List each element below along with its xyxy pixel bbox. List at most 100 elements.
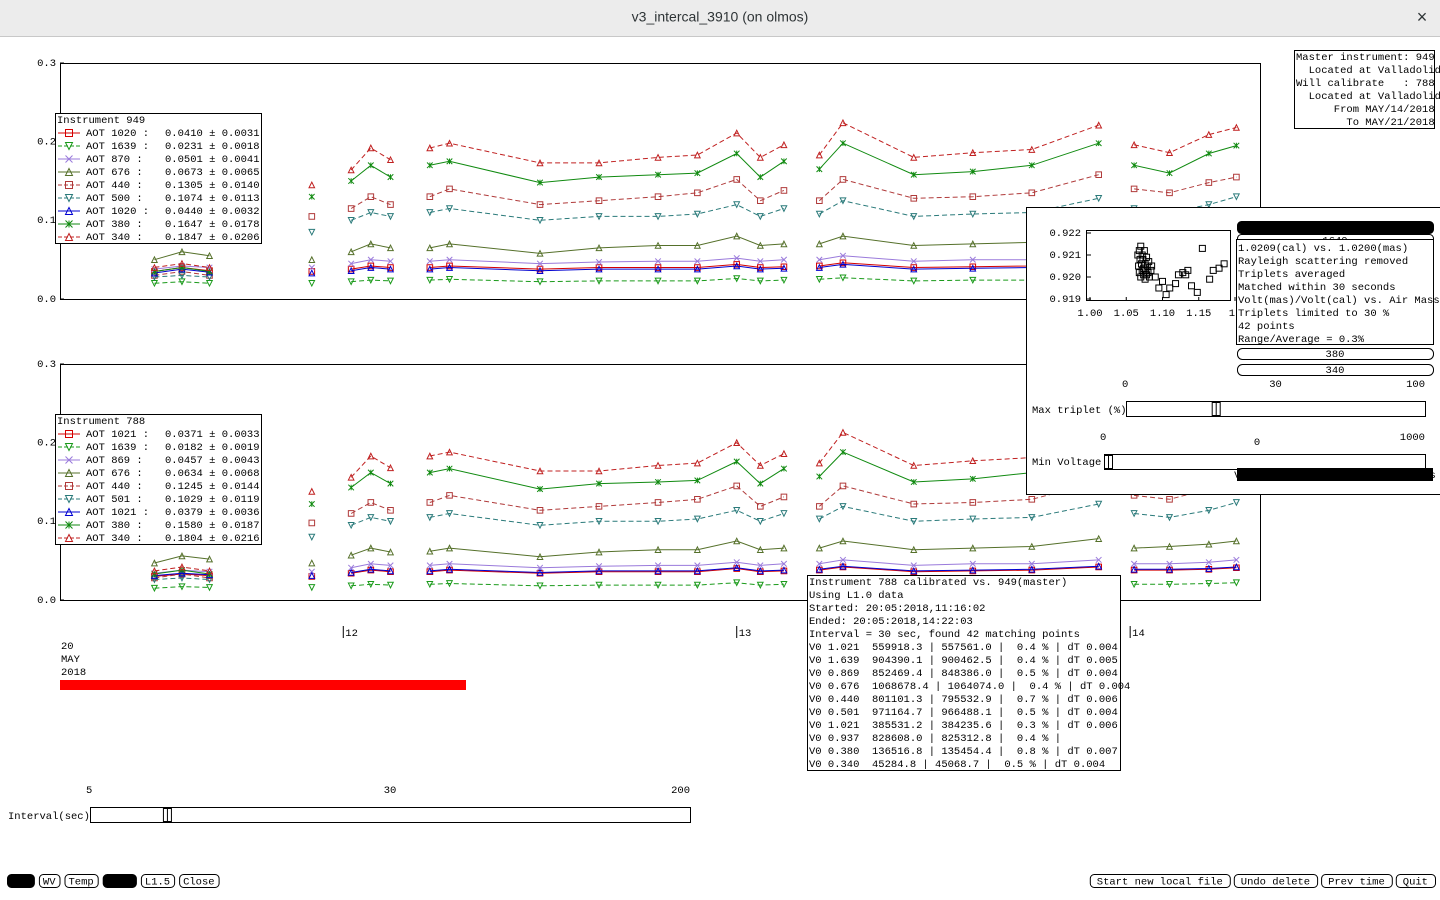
legend-marker — [65, 521, 73, 529]
data-point — [969, 148, 977, 156]
data-point — [178, 569, 186, 577]
button[interactable] — [1089, 874, 1231, 888]
legend-stat: 0.0501 ± 0.0041 — [165, 154, 260, 166]
inset-point — [1174, 271, 1182, 279]
note-line: Rayleigh scattering removed — [1238, 256, 1408, 268]
close-window[interactable]: × — [1417, 7, 1428, 27]
data-point — [1205, 559, 1213, 566]
button[interactable] — [7, 874, 35, 888]
data-point — [308, 559, 316, 567]
slider-label: Max triplet (%) — [1032, 405, 1127, 417]
data-point — [757, 197, 764, 204]
data-point — [347, 510, 355, 517]
slider-trough[interactable] — [1126, 401, 1426, 417]
slider-trough[interactable] — [90, 807, 691, 823]
data-point — [347, 205, 355, 212]
button-label[interactable]: Quit — [1403, 876, 1428, 888]
data-point — [387, 507, 394, 514]
data-point — [445, 276, 454, 284]
button[interactable] — [1321, 874, 1393, 888]
button[interactable] — [179, 874, 220, 888]
series-line — [154, 431, 1237, 572]
data-point — [446, 560, 453, 567]
data-point — [536, 564, 544, 571]
data-point — [733, 438, 741, 446]
legend-name: AOT 1021 : — [86, 507, 149, 519]
data-point — [815, 151, 823, 159]
wavelength-button-label[interactable]: 380 — [1326, 349, 1345, 361]
wavelength-button[interactable] — [1237, 348, 1434, 360]
button-label[interactable]: Prev time — [1328, 876, 1385, 888]
data-point — [205, 584, 214, 592]
data-point — [839, 448, 847, 456]
button-label[interactable]: Temp — [68, 876, 93, 888]
inset-point — [1141, 275, 1149, 283]
data-point — [1095, 195, 1103, 203]
legend-marker — [64, 232, 74, 241]
button-label[interactable]: L1.5 — [145, 876, 170, 888]
data-point — [839, 562, 847, 570]
data-point — [1233, 173, 1240, 181]
wavelength-button-label[interactable]: 340 — [1326, 365, 1345, 377]
list-item-label[interactable]: 1020 — [1322, 222, 1347, 234]
data-point — [536, 568, 544, 576]
data-point — [733, 482, 741, 490]
button[interactable] — [38, 874, 61, 888]
data-point — [694, 169, 701, 177]
data-point — [654, 277, 662, 285]
data-point — [654, 562, 662, 569]
button[interactable] — [102, 874, 137, 888]
data-point — [1165, 148, 1174, 156]
data-point — [815, 210, 823, 218]
data-point — [347, 177, 355, 185]
data-point — [150, 566, 159, 575]
slider-trough[interactable] — [1104, 454, 1426, 470]
data-point — [839, 140, 847, 147]
data-point — [969, 475, 976, 483]
data-point — [693, 277, 701, 285]
data-point — [426, 547, 434, 555]
data-point — [1205, 564, 1213, 572]
data-point — [308, 533, 316, 541]
data-point — [595, 173, 603, 181]
data-point — [446, 262, 453, 270]
button[interactable] — [140, 874, 176, 888]
data-point — [367, 499, 375, 506]
inset-y-tick-label: 0.919 — [1049, 294, 1081, 306]
inset-point — [1140, 247, 1148, 255]
data-point — [693, 545, 701, 553]
data-point — [839, 232, 847, 240]
data-point — [178, 264, 186, 271]
data-point — [839, 260, 847, 268]
calibration-info-line: V0 0.380 136516.8 | 135454.4 | 0.8 % | d… — [809, 746, 1118, 758]
button-label[interactable]: Undo delete — [1241, 876, 1310, 888]
button-label[interactable]: AOT — [11, 876, 30, 888]
data-point — [780, 544, 788, 552]
data-point — [969, 264, 977, 272]
button[interactable] — [64, 874, 99, 888]
button[interactable] — [1233, 874, 1319, 888]
button[interactable] — [1395, 874, 1437, 888]
inset-y-tick-label: 0.922 — [1049, 228, 1081, 240]
button-label[interactable]: Close — [183, 876, 215, 888]
data-point — [694, 264, 701, 271]
wavelength-button[interactable] — [1237, 364, 1434, 376]
data-point — [756, 153, 764, 161]
plot-mode-bar[interactable] — [1237, 468, 1433, 481]
list-item[interactable] — [1237, 221, 1434, 234]
legend-name: AOT 340 : — [86, 533, 143, 545]
button-label[interactable]: L1.0 — [107, 876, 132, 888]
button-label[interactable]: WV — [43, 876, 56, 888]
data-point — [536, 507, 544, 514]
data-point — [815, 515, 823, 523]
plot-mode-label[interactable]: Volt(mas)/Volt(cal) vs. Air Mass — [1234, 470, 1436, 482]
data-point — [536, 265, 544, 273]
data-point — [595, 158, 603, 167]
data-point — [1233, 556, 1240, 564]
button-label[interactable]: Start new local file — [1097, 876, 1223, 888]
data-point — [595, 265, 603, 273]
data-point — [1130, 162, 1138, 169]
slider-scale-label: 5 — [86, 785, 92, 797]
data-point — [654, 258, 662, 265]
data-point — [910, 562, 917, 569]
